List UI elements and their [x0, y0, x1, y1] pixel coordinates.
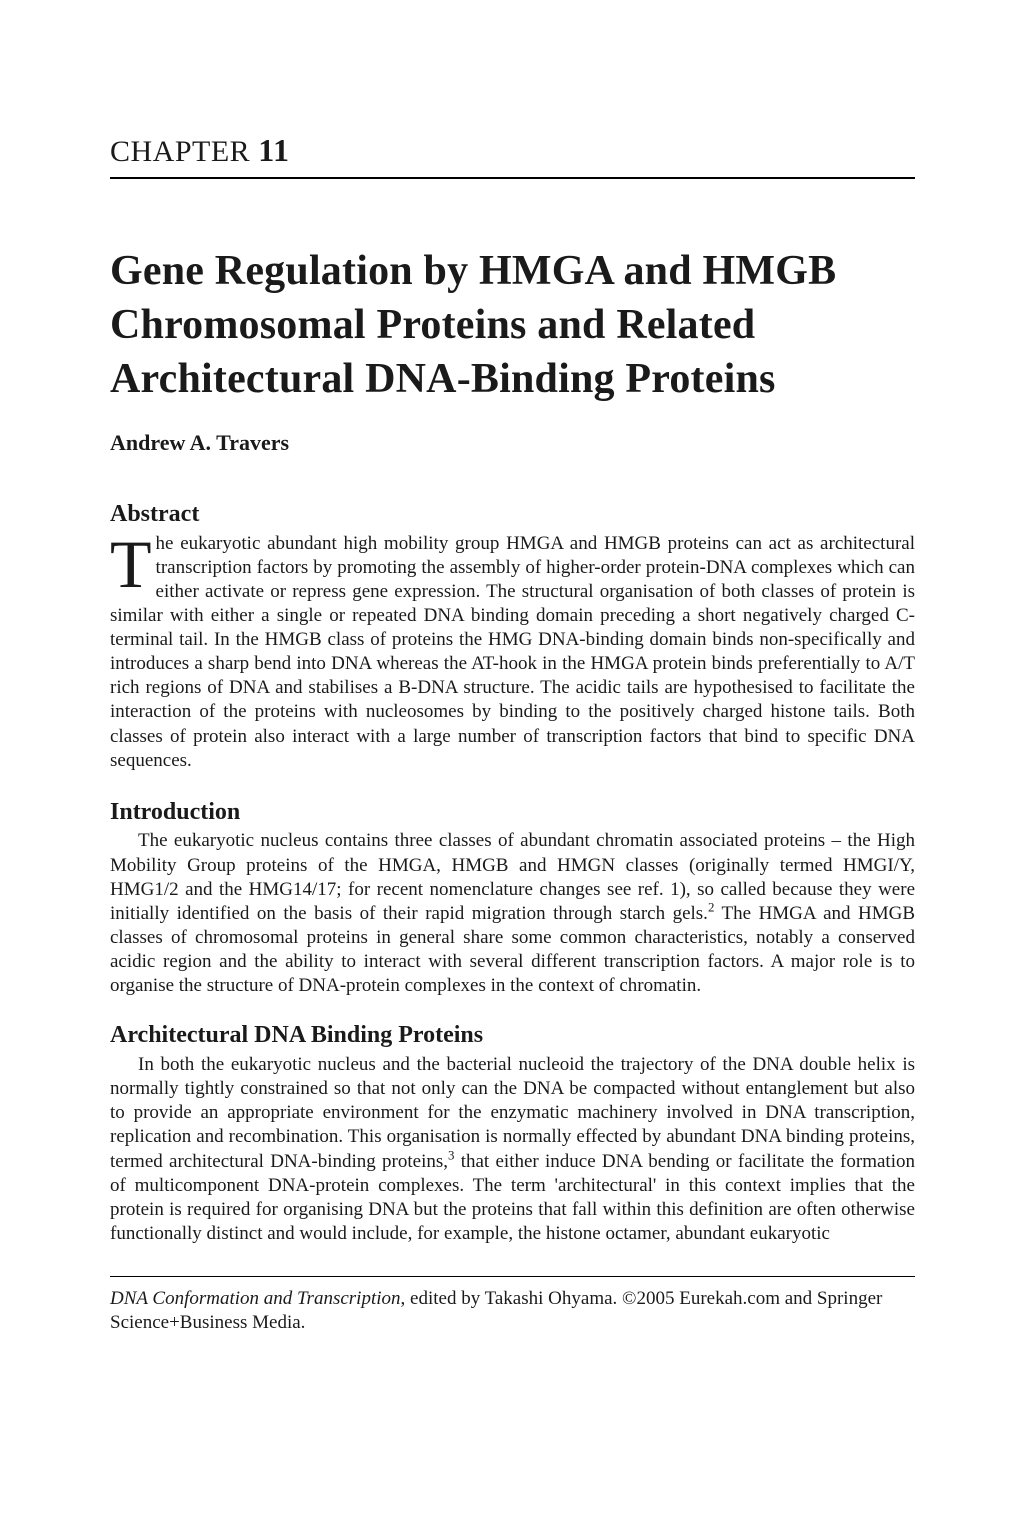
chapter-rule: [110, 177, 915, 179]
footer-rule: [110, 1276, 915, 1277]
introduction-body: The eukaryotic nucleus contains three cl…: [110, 829, 915, 998]
abstract-body: The eukaryotic abundant high mobility gr…: [110, 532, 915, 773]
abstract-heading: Abstract: [110, 499, 915, 530]
chapter-label-prefix: C: [110, 135, 131, 168]
footer-citation: DNA Conformation and Transcription, edit…: [110, 1287, 915, 1336]
footer-book-title: DNA Conformation and Transcription: [110, 1288, 401, 1309]
chapter-title: Gene Regulation by HMGA and HMGB Chromos…: [110, 245, 915, 406]
introduction-heading: Introduction: [110, 797, 915, 828]
abstract-dropcap: T: [110, 532, 156, 591]
abstract-text: he eukaryotic abundant high mobility gro…: [110, 533, 915, 771]
architectural-body: In both the eukaryotic nucleus and the b…: [110, 1053, 915, 1246]
author-name: Andrew A. Travers: [110, 429, 915, 457]
chapter-number: 11: [258, 132, 289, 168]
architectural-heading: Architectural DNA Binding Proteins: [110, 1020, 915, 1051]
chapter-label: CHAPTER 11: [110, 130, 915, 171]
chapter-label-smallcaps: HAPTER: [131, 135, 251, 168]
